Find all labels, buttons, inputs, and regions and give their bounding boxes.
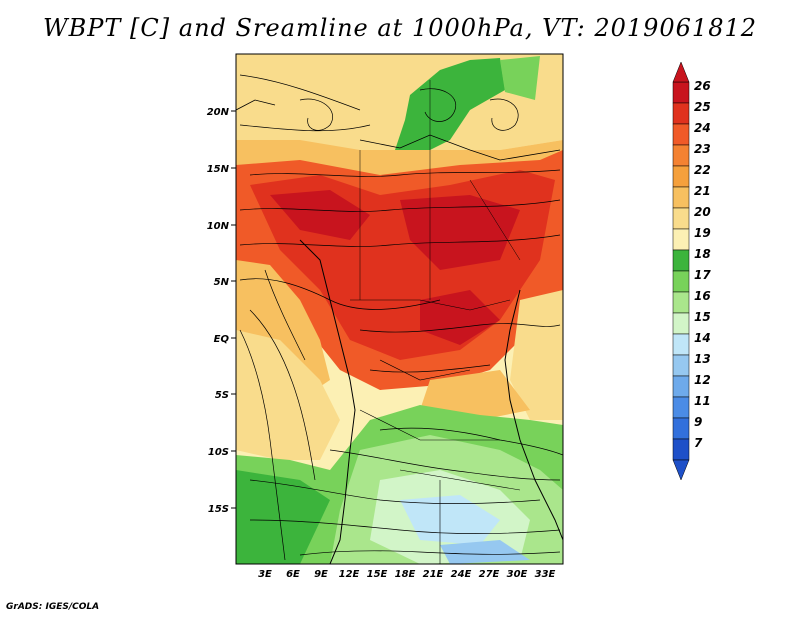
colorbar-label: 26 [694,79,711,93]
wbpt-field [236,54,563,564]
colorbar-swatch [672,228,690,251]
lat-label: 10N [207,221,230,232]
lat-label: EQ [214,334,230,345]
lon-label: 6E [286,569,300,580]
lon-label: 12E [339,569,360,580]
colorbar-swatch [672,333,690,356]
lon-label: 18E [395,569,416,580]
colorbar-swatch [672,102,690,125]
lat-label: 15S [208,504,229,515]
footer-credit: GrADS: IGES/COLA [6,602,100,612]
colorbar-label: 12 [694,373,711,387]
lon-label: 3E [258,569,272,580]
colorbar-swatch [672,375,690,398]
colorbar-swatch [672,291,690,314]
colorbar-label: 13 [694,352,711,366]
lon-label: 30E [507,569,528,580]
colorbar-label: 20 [694,205,711,219]
colorbar-swatch [672,312,690,335]
lat-axis: 20N 15N 10N 5N EQ 5S 10S 15S [207,107,236,515]
colorbar-label: 15 [694,310,711,324]
lon-label: 15E [367,569,388,580]
lon-label: 27E [479,569,500,580]
lat-label: 10S [208,447,229,458]
colorbar-swatch [672,249,690,272]
colorbar-label: 21 [694,184,711,198]
lon-label: 33E [535,569,556,580]
map-title: WBPT [C] and Sreamline at 1000hPa, VT: 2… [42,14,758,42]
colorbar-label: 25 [694,100,711,114]
colorbar-label: 14 [694,331,711,345]
lon-label: 24E [451,569,472,580]
colorbar-swatch [672,417,690,440]
colorbar-label: 7 [694,436,703,450]
lat-label: 20N [207,107,230,118]
colorbar-swatch [672,207,690,230]
colorbar-swatch [672,123,690,146]
colorbar-label: 16 [694,289,711,303]
lon-label: 21E [423,569,444,580]
colorbar-swatch [672,270,690,293]
colorbar-label: 23 [694,142,711,156]
lon-axis: 3E 6E 9E 12E 15E 18E 21E 24E 27E 30E 33E [258,569,555,580]
colorbar-top-arrow [672,61,690,83]
colorbar-swatch [672,81,690,104]
colorbar-label: 17 [694,268,711,282]
colorbar-swatch [672,186,690,209]
colorbar-swatch [672,165,690,188]
colorbar-swatch [672,144,690,167]
colorbar-swatch [672,396,690,419]
colorbar: 26 25 24 23 22 21 20 19 18 17 16 15 14 13 12 11 9 7 [672,61,711,481]
colorbar-label: 11 [694,394,711,408]
colorbar-swatch [672,354,690,377]
colorbar-label: 9 [694,415,702,429]
colorbar-label: 18 [694,247,711,261]
lon-label: 9E [314,569,328,580]
colorbar-label: 24 [694,121,711,135]
lat-label: 15N [207,164,230,175]
colorbar-bottom-arrow [672,459,690,481]
colorbar-label: 19 [694,226,711,240]
colorbar-swatch [672,438,690,461]
colorbar-label: 22 [694,163,711,177]
map-frame [235,53,564,565]
lat-label: 5N [214,277,230,288]
lat-label: 5S [215,390,229,401]
